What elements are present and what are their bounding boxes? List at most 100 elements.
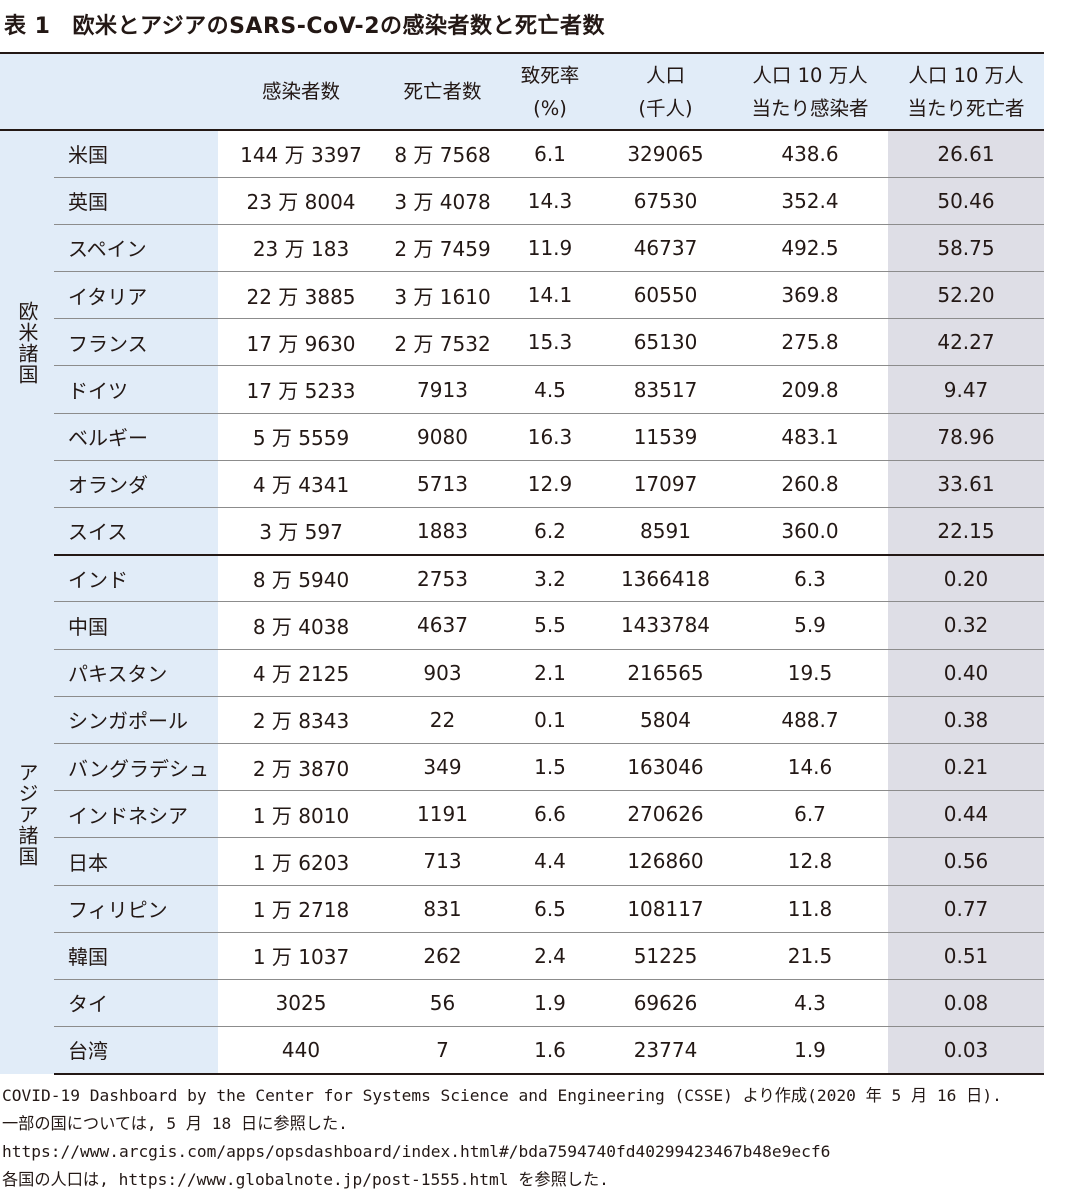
table-cell: 42.27 bbox=[888, 318, 1044, 367]
table-cell: 440 bbox=[218, 1026, 384, 1075]
table-cell: 1.5 bbox=[501, 743, 599, 792]
column-header-line: 人口 bbox=[645, 63, 685, 87]
table-cell: 11.8 bbox=[732, 885, 888, 933]
table-cell: 5713 bbox=[384, 460, 501, 509]
table-cell: 163046 bbox=[599, 743, 732, 792]
table-cell: 492.5 bbox=[732, 224, 888, 273]
table-cell: 209.8 bbox=[732, 365, 888, 414]
table-cell: 831 bbox=[384, 885, 501, 933]
table-cell: 21.5 bbox=[732, 932, 888, 980]
table-cell: 349 bbox=[384, 743, 501, 792]
table-cell: 65130 bbox=[599, 318, 732, 367]
table-cell: 0.77 bbox=[888, 885, 1044, 933]
table-cell: 0.44 bbox=[888, 790, 1044, 839]
table-cell: 6.1 bbox=[501, 130, 599, 178]
table-cell: 1 万 8010 bbox=[218, 790, 384, 839]
table-cell: 275.8 bbox=[732, 318, 888, 367]
table-row: 中国 8 万 4038 4637 5.5 1433784 5.9 0.32 bbox=[0, 601, 1044, 650]
country-name: 米国 bbox=[54, 130, 218, 178]
table-cell: 144 万 3397 bbox=[218, 130, 384, 178]
table-cell: 69626 bbox=[599, 979, 732, 1028]
table-cell: 6.2 bbox=[501, 507, 599, 556]
table-cell: 3 万 4078 bbox=[384, 177, 501, 225]
table-cell: 51225 bbox=[599, 932, 732, 980]
table-cell: 14.1 bbox=[501, 271, 599, 320]
table-row: インドネシア 1 万 8010 1191 6.6 270626 6.7 0.44 bbox=[0, 790, 1044, 839]
table-cell: 46737 bbox=[599, 224, 732, 273]
group-label: 欧米諸国 bbox=[15, 300, 39, 385]
table-cell: 0.32 bbox=[888, 601, 1044, 650]
table-number: 表 1 bbox=[4, 14, 51, 39]
table-cell: 2.1 bbox=[501, 649, 599, 697]
table-cell: 83517 bbox=[599, 365, 732, 414]
column-header-line: (千人) bbox=[638, 96, 693, 120]
table-cell: 108117 bbox=[599, 885, 732, 933]
table-cell: 260.8 bbox=[732, 460, 888, 509]
table-cell: 5 万 5559 bbox=[218, 413, 384, 461]
table-row: 韓国 1 万 1037 262 2.4 51225 21.5 0.51 bbox=[0, 932, 1044, 980]
country-name: イタリア bbox=[54, 271, 218, 320]
table-cell: 0.1 bbox=[501, 696, 599, 744]
country-name: スイス bbox=[54, 507, 218, 556]
group-label: アジア諸国 bbox=[15, 761, 39, 867]
table-row: タイ 3025 56 1.9 69626 4.3 0.08 bbox=[0, 979, 1044, 1028]
table-cell: 3025 bbox=[218, 979, 384, 1028]
table-cell: 2 万 7459 bbox=[384, 224, 501, 273]
table-cell: 9.47 bbox=[888, 365, 1044, 414]
table-cell: 3 万 597 bbox=[218, 507, 384, 556]
table-cell: 1 万 1037 bbox=[218, 932, 384, 980]
table-cell: 352.4 bbox=[732, 177, 888, 225]
table-cell: 6.3 bbox=[732, 554, 888, 603]
table-row: フランス 17 万 9630 2 万 7532 15.3 65130 275.8 42.27 bbox=[0, 318, 1044, 367]
table-cell: 1433784 bbox=[599, 601, 732, 650]
table-cell: 11.9 bbox=[501, 224, 599, 273]
country-name: パキスタン bbox=[54, 649, 218, 697]
table-cell: 6.6 bbox=[501, 790, 599, 839]
table-cell: 2 万 8343 bbox=[218, 696, 384, 744]
table-cell: 0.40 bbox=[888, 649, 1044, 697]
table-row: オランダ 4 万 4341 5713 12.9 17097 260.8 33.61 bbox=[0, 460, 1044, 509]
country-name: スペイン bbox=[54, 224, 218, 273]
table-cell: 8591 bbox=[599, 507, 732, 556]
table-cell: 0.08 bbox=[888, 979, 1044, 1028]
table-cell: 360.0 bbox=[732, 507, 888, 556]
table-cell: 52.20 bbox=[888, 271, 1044, 320]
table-cell: 23 万 183 bbox=[218, 224, 384, 273]
country-name: バングラデシュ bbox=[54, 743, 218, 792]
table-cell: 1.9 bbox=[732, 1026, 888, 1075]
country-name: フランス bbox=[54, 318, 218, 367]
column-header bbox=[54, 53, 218, 130]
table-cell: 329065 bbox=[599, 130, 732, 178]
table-cell: 14.6 bbox=[732, 743, 888, 792]
table-row: 英国 23 万 8004 3 万 4078 14.3 67530 352.4 50.46 bbox=[0, 177, 1044, 225]
table-row: 日本 1 万 6203 713 4.4 126860 12.8 0.56 bbox=[0, 837, 1044, 886]
table-header: 感染者数 死亡者数 致死率 (%) 人口 (千人) 人口 10 万人 当たり感染者 人口 10 … bbox=[0, 53, 1044, 130]
table-cell: 2 万 3870 bbox=[218, 743, 384, 792]
source-notes: COVID-19 Dashboard by the Center for Sys… bbox=[2, 1082, 1002, 1194]
table-cell: 14.3 bbox=[501, 177, 599, 225]
table-row: ドイツ 17 万 5233 7913 4.5 83517 209.8 9.47 bbox=[0, 365, 1044, 414]
table-cell: 1 万 6203 bbox=[218, 837, 384, 886]
table-row: 台湾 440 7 1.6 23774 1.9 0.03 bbox=[0, 1026, 1044, 1075]
country-name: 英国 bbox=[54, 177, 218, 225]
table-cell: 3.2 bbox=[501, 554, 599, 603]
table-cell: 22 bbox=[384, 696, 501, 744]
table-cell: 23 万 8004 bbox=[218, 177, 384, 225]
table-cell: 1.9 bbox=[501, 979, 599, 1028]
table-cell: 4.3 bbox=[732, 979, 888, 1028]
table-cell: 4.4 bbox=[501, 837, 599, 886]
table-cell: 1366418 bbox=[599, 554, 732, 603]
table-cell: 2753 bbox=[384, 554, 501, 603]
country-name: シンガポール bbox=[54, 696, 218, 744]
table-cell: 8 万 4038 bbox=[218, 601, 384, 650]
table-cell: 0.03 bbox=[888, 1026, 1044, 1075]
table-cell: 3 万 1610 bbox=[384, 271, 501, 320]
table-cell: 5.5 bbox=[501, 601, 599, 650]
table-cell: 0.21 bbox=[888, 743, 1044, 792]
data-table: 感染者数 死亡者数 致死率 (%) 人口 (千人) 人口 10 万人 当たり感染者 人口 10 … bbox=[0, 52, 1044, 1075]
table-cell: 17 万 9630 bbox=[218, 318, 384, 367]
table-cell: 58.75 bbox=[888, 224, 1044, 273]
column-header: 致死率 (%) bbox=[501, 53, 599, 130]
table-cell: 7 bbox=[384, 1026, 501, 1075]
table-body: 欧米諸国 米国 144 万 3397 8 万 7568 6.1 329065 438.6 26… bbox=[0, 130, 1044, 1075]
